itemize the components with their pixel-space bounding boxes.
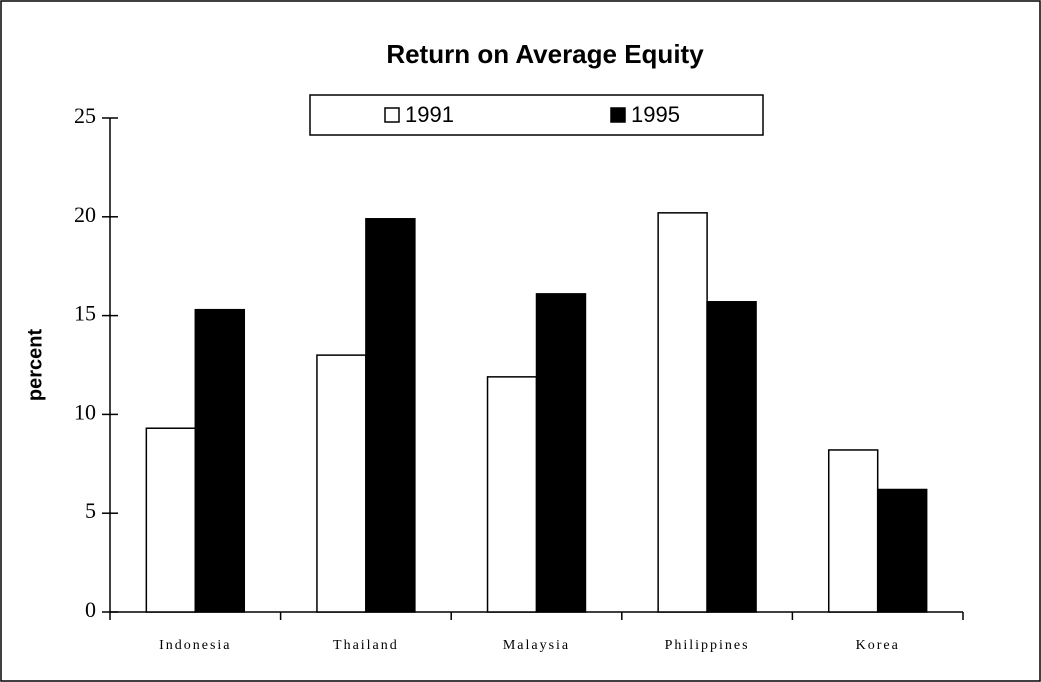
bar: [827, 449, 879, 613]
bar: [365, 218, 416, 613]
legend-label: 1995: [631, 102, 680, 127]
bar: [316, 354, 367, 613]
bar: [486, 376, 538, 613]
bar: [706, 301, 757, 613]
legend-box: [309, 94, 764, 136]
y-tick-label: 15: [74, 301, 96, 326]
x-tick-label: Indonesia: [159, 638, 231, 653]
x-tick-label: Thailand: [333, 638, 399, 653]
y-tick-label: 20: [74, 202, 96, 227]
y-tick-label: 0: [85, 597, 96, 622]
y-tick-label: 5: [85, 498, 96, 523]
bar: [194, 308, 246, 613]
x-tick-label: Malaysia: [503, 638, 570, 653]
legend-swatch: [610, 107, 626, 123]
bar: [657, 212, 708, 613]
chart-title: Return on Average Equity: [386, 39, 704, 69]
y-tick-label: 10: [74, 399, 96, 424]
x-tick-label: Philippines: [665, 638, 750, 653]
x-tick-label: Korea: [856, 638, 900, 653]
bar: [876, 488, 928, 613]
legend-swatch: [384, 107, 400, 123]
bar: [535, 293, 587, 613]
legend-label: 1991: [405, 102, 454, 127]
y-axis-label: percent: [24, 329, 46, 402]
bar: [145, 427, 197, 613]
y-tick-label: 25: [74, 103, 96, 128]
